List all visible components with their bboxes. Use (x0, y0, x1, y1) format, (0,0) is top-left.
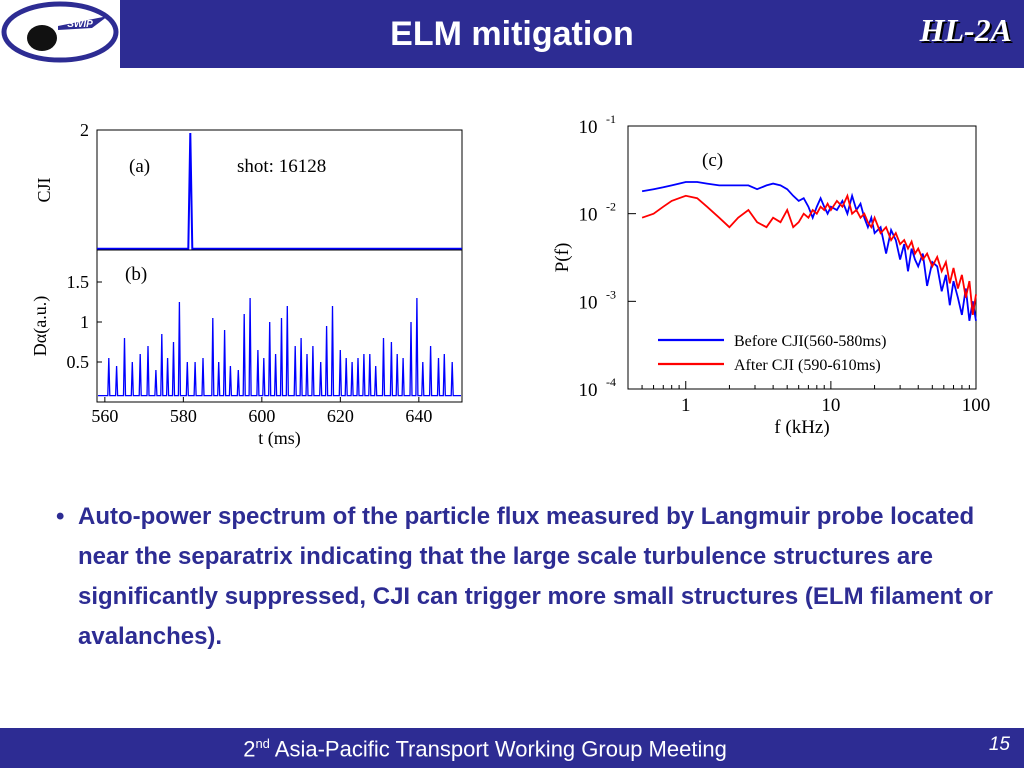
swip-logo: SWIP (0, 0, 120, 68)
panel-c-frame (627, 125, 977, 390)
panel-c-ytick-label: 10 (579, 117, 598, 138)
panel-c-xlabel: f (kHz) (774, 417, 829, 438)
panel-b-xtick-label: 640 (405, 406, 432, 426)
panel-b-label: (b) (125, 264, 147, 285)
footer-bar: 2nd Asia-Pacific Transport Working Group… (0, 728, 1024, 768)
panel-b-xtick-label: 600 (248, 406, 275, 426)
panel-c-label: (c) (702, 150, 723, 171)
legend-label-2: After CJI (590-610ms) (734, 357, 881, 374)
panel-a-annotation: shot: 16128 (237, 156, 326, 177)
page-number: 15 (988, 734, 1010, 755)
hl2a-brand: HL-2A (919, 12, 1012, 48)
footer-ordinal-suffix: nd (255, 736, 270, 751)
panel-b-signal (98, 297, 461, 397)
panel-b-xtick-label: 620 (327, 406, 354, 426)
panel-b-xtick-label: 580 (170, 406, 197, 426)
header-bar: SWIP ELM mitigation HL-2A (0, 0, 1024, 68)
panel-b-ytick-label: 0.5 (67, 352, 90, 372)
legend-label-1: Before CJI(560-580ms) (734, 333, 886, 350)
power-spectrum-figure: 1 10 100 10 -1 10 -2 10 -3 10 -4 f (kHz) P(f) (c) Befo… (552, 112, 991, 438)
panel-a-label: (a) (129, 156, 150, 177)
panel-c-xtick-label: 100 (962, 395, 991, 416)
footer-title: 2nd Asia-Pacific Transport Working Group… (0, 736, 970, 762)
panel-c-ytick-exponent: -1 (606, 112, 616, 126)
panel-c-ytick-exponent: -2 (606, 200, 616, 214)
panel-b-ytick-label: 1 (80, 312, 89, 332)
footer-ordinal: 2 (243, 736, 256, 762)
swip-logo-graphic: SWIP (1, 1, 119, 63)
footer-text: Asia-Pacific Transport Working Group Mee… (269, 736, 727, 762)
bullet-marker: • (56, 503, 65, 530)
panel-c-xtick-label: 1 (681, 395, 691, 416)
panel-c-ytick-label: 10 (579, 205, 598, 226)
slide-title: ELM mitigation (390, 15, 634, 53)
panel-b-xlabel: t (ms) (258, 428, 301, 449)
panel-b-ylabel: Dα(a.u.) (30, 296, 51, 356)
panel-c-ytick-label: 10 (579, 380, 598, 401)
panel-c-series-line-1 (641, 181, 977, 321)
bullet-point: • Auto-power spectrum of the particle fl… (56, 497, 996, 657)
panel-b-frame (96, 249, 463, 403)
panel-a-frame (96, 129, 463, 251)
panel-c-xtick-label: 10 (821, 395, 840, 416)
time-series-figure: 2 CJI (a) shot: 16128 (b) 0.5 1 1.5 560 580 600 620… (30, 120, 463, 449)
panel-c-ylabel: P(f) (552, 243, 573, 273)
panel-c-ytick-label: 10 (579, 292, 598, 313)
panel-a-ytick-label: 2 (80, 120, 89, 140)
panel-b-xtick-label: 560 (91, 406, 118, 426)
panel-a-ylabel: CJI (34, 177, 54, 202)
bullet-text: Auto-power spectrum of the particle flux… (78, 503, 993, 650)
panel-b-ytick-label: 1.5 (67, 272, 90, 292)
panel-c-ytick-exponent: -4 (606, 375, 616, 389)
panel-c-ytick-exponent: -3 (606, 287, 616, 301)
panel-c-series-line-2 (641, 193, 977, 316)
logo-text: SWIP (67, 19, 93, 30)
panel-a-series-line (97, 132, 462, 250)
